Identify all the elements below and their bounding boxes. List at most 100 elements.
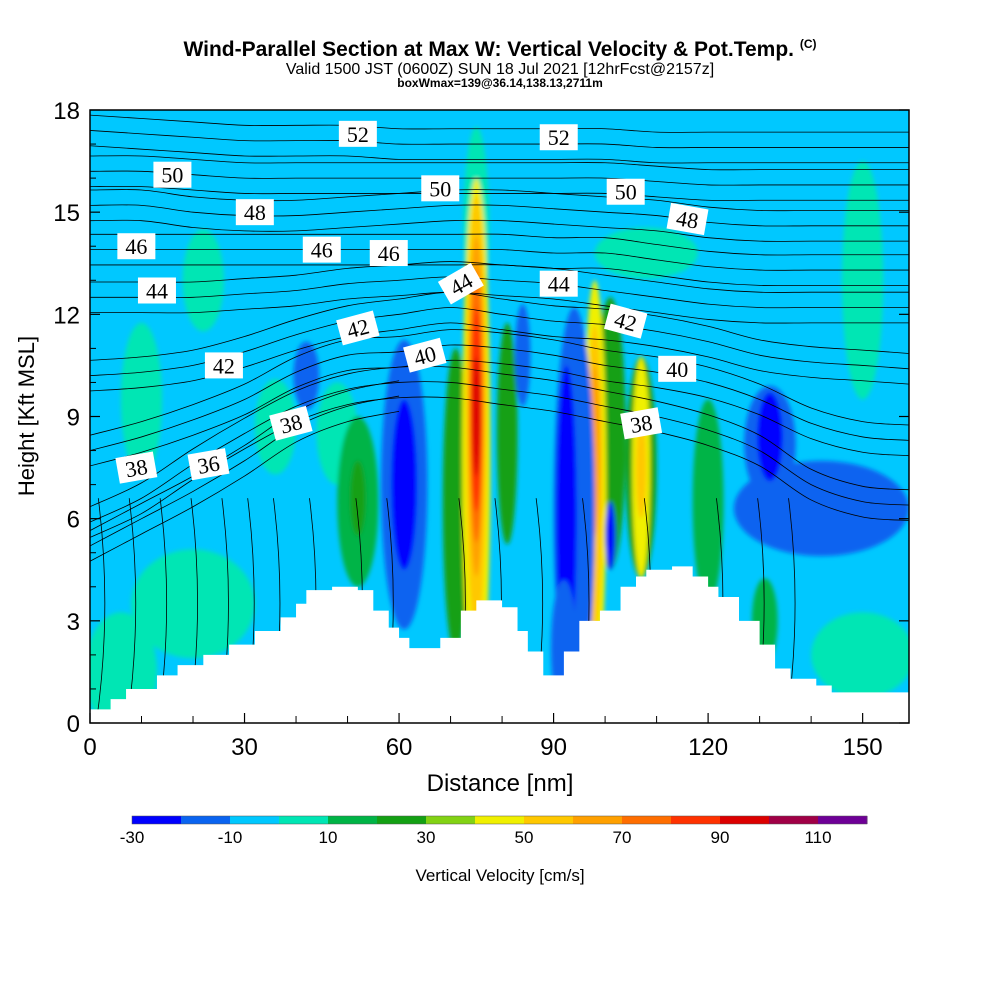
colorbar-tick-label: 110	[804, 828, 831, 847]
isentrope-label-box	[620, 407, 663, 440]
isentrope-label-box	[336, 310, 380, 346]
chart-subtitle: Valid 1500 JST (0600Z) SUN 18 Jul 2021 […	[285, 61, 715, 78]
isentrope-label-box	[603, 303, 648, 339]
colorbar-swatch	[622, 816, 672, 824]
x-tick-label: 60	[386, 734, 413, 761]
isentrope-line	[90, 365, 909, 508]
velocity-cell	[293, 341, 320, 410]
isentrope-line	[90, 233, 909, 256]
isentrope-label-text: 42	[213, 353, 235, 378]
isentrope-label-text: 52	[548, 125, 570, 150]
velocity-cell	[350, 460, 366, 536]
terrain-mask	[90, 566, 909, 723]
isentrope-line	[90, 145, 909, 164]
isentrope-label-text: 50	[429, 176, 451, 201]
x-axis-label: Distance [nm]	[427, 770, 574, 797]
velocity-cell	[120, 322, 163, 477]
colorbar-tick-label: -30	[120, 828, 145, 847]
isentrope-label: 50	[153, 161, 192, 188]
isentrope-line	[90, 380, 400, 531]
isentrope-label-box	[302, 236, 341, 263]
velocity-cell	[131, 549, 255, 659]
y-tick-label: 12	[53, 302, 80, 329]
velocity-cell	[391, 399, 418, 570]
isentrope-label-text: 46	[125, 234, 147, 259]
isentrope-label: 52	[539, 124, 578, 151]
isentrope-label-box	[539, 270, 578, 297]
isentrope-label-box	[269, 405, 313, 441]
colorbar-swatch	[818, 816, 868, 824]
isentrope-label: 36	[187, 448, 230, 481]
isentrope-label-box	[666, 202, 709, 236]
isentrope-label-text: 50	[615, 180, 637, 205]
isentrope-label: 38	[620, 407, 663, 440]
isentrope-label: 42	[336, 310, 380, 346]
colorbar-swatch	[426, 816, 476, 824]
isentrope-label: 46	[302, 236, 341, 263]
isentrope-line	[90, 189, 909, 212]
isentrope-lines	[90, 114, 909, 562]
isentrope-label: 44	[137, 277, 176, 304]
y-tick-label: 6	[67, 507, 80, 534]
colorbar-tick-label: 50	[515, 828, 534, 847]
isentrope-line	[90, 410, 400, 562]
terrain-isentrope	[95, 498, 106, 723]
isentrope-label-box	[338, 120, 377, 147]
colorbar-swatch	[377, 816, 427, 824]
y-tick-label: 18	[53, 98, 80, 125]
isentrope-line	[90, 329, 909, 436]
isentrope-line	[90, 396, 909, 538]
isentrope-line	[90, 344, 909, 451]
y-tick-label: 9	[67, 405, 80, 432]
colorbar-swatch	[475, 816, 525, 824]
velocity-cell	[605, 501, 616, 570]
isentrope-line	[90, 248, 909, 271]
isentrope-label-text: 48	[674, 205, 700, 233]
isentrope-line	[90, 114, 909, 133]
colorbar-frame	[131, 815, 868, 825]
isentrope-line	[90, 204, 909, 227]
colorbar-swatch	[279, 816, 329, 824]
velocity-cell	[692, 399, 724, 604]
colorbar-swatch	[720, 816, 770, 824]
colorbar-tick-label: -10	[218, 828, 243, 847]
velocity-cell	[442, 348, 469, 655]
isentrope-line	[90, 291, 909, 324]
colorbar-tick-label: 30	[417, 828, 436, 847]
isentrope-label: 52	[338, 120, 377, 147]
y-tick-label: 15	[53, 200, 80, 227]
isentrope-label-box	[421, 175, 460, 202]
colorbar-tick-label: 10	[319, 828, 338, 847]
isentrope-line	[90, 395, 400, 547]
isentrope-line	[90, 276, 909, 309]
velocity-cell	[636, 416, 647, 519]
isentrope-label: 42	[603, 303, 648, 339]
colorbar-tick-label: 90	[711, 828, 730, 847]
isentrope-label-text: 52	[347, 122, 369, 147]
isentrope-line	[90, 264, 909, 287]
velocity-cell	[496, 322, 518, 545]
isentrope-label-text: 44	[146, 278, 168, 303]
velocity-cell	[811, 612, 909, 698]
isentrope-line	[90, 170, 909, 186]
colorbar-swatch	[328, 816, 378, 824]
isentrope-label-box	[658, 355, 697, 382]
isentrope-line	[90, 155, 909, 171]
isentrope-label-box	[369, 240, 408, 267]
colorbar-swatch	[769, 816, 819, 824]
colorbar-swatch	[671, 816, 721, 824]
velocity-cell	[842, 161, 884, 400]
isentrope-label-text: 36	[196, 450, 222, 478]
isentrope-label-box	[137, 277, 176, 304]
isentrope-label-text: 38	[123, 454, 149, 482]
velocity-cell	[757, 392, 783, 482]
colorbar-swatch	[181, 816, 231, 824]
x-tick-label: 0	[83, 734, 96, 761]
isentrope-label-text: 50	[161, 163, 183, 188]
colorbar: -30 -10 10 30 50 70 90 110	[120, 815, 868, 847]
isentrope-label: 48	[666, 202, 709, 236]
isentrope-label-box	[539, 124, 578, 151]
colorbar-swatch	[132, 816, 182, 824]
